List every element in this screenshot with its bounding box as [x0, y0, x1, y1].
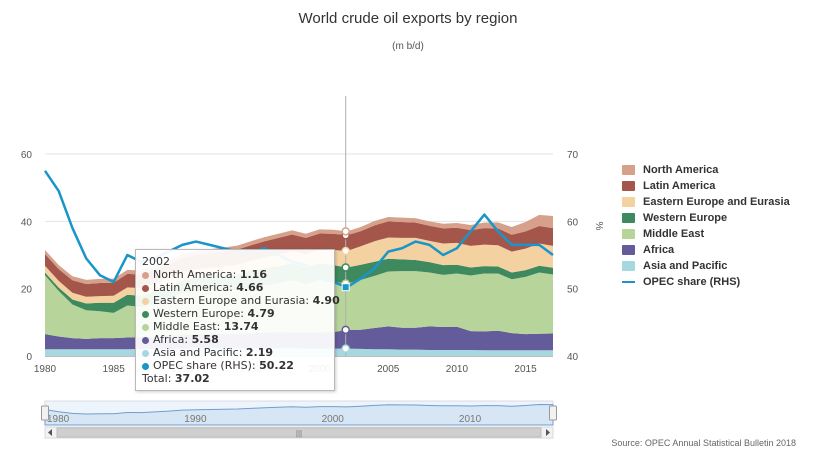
y-tick-label: 60 — [21, 150, 33, 161]
legend-item-africa[interactable]: Africa — [622, 242, 790, 258]
tooltip-row: Western Europe: 4.79 — [142, 307, 328, 320]
legend-item-latin-america[interactable]: Latin America — [622, 178, 790, 194]
x-tick-label: 1985 — [103, 364, 126, 375]
tooltip-value: 4.90 — [312, 294, 340, 307]
tooltip-row: OPEC share (RHS): 50.22 — [142, 359, 328, 372]
navigator-handle-left[interactable] — [41, 405, 49, 421]
legend-label: Western Europe — [643, 212, 728, 224]
y2-tick-label: 60 — [567, 217, 579, 228]
chart-subtitle: (m b/d) — [392, 41, 424, 52]
x-tick-label: 2005 — [377, 364, 400, 375]
tooltip-value: 4.79 — [247, 307, 275, 320]
legend-swatch — [622, 245, 635, 255]
hover-marker — [341, 227, 350, 236]
x-tick-label: 2015 — [514, 364, 537, 375]
scrollbar-grip-icon: ||| — [296, 429, 302, 438]
y-tick-label: 0 — [26, 352, 32, 363]
source-note: Source: OPEC Annual Statistical Bulletin… — [611, 438, 796, 448]
legend-swatch — [622, 165, 635, 175]
hover-marker — [341, 263, 350, 272]
legend-swatch — [622, 213, 635, 223]
navigator-tick-label: 1990 — [184, 414, 207, 425]
legend-swatch — [622, 181, 635, 191]
legend-label: Africa — [643, 244, 675, 256]
area-series-eastern-europe-and-eurasia — [45, 237, 553, 304]
legend-label: North America — [643, 164, 719, 176]
tooltip-row: Africa: 5.58 — [142, 333, 328, 346]
tooltip-dot — [142, 310, 149, 318]
hover-marker — [341, 325, 350, 335]
y2-axis-label: % — [593, 222, 604, 231]
tooltip-row: North America: 1.16 — [142, 268, 328, 281]
tooltip-row: Asia and Pacific: 2.19 — [142, 346, 328, 359]
legend-label: Eastern Europe and Eurasia — [643, 196, 790, 208]
tooltip-label: Africa: — [153, 333, 192, 346]
tooltip-value: 50.22 — [259, 359, 294, 372]
legend-swatch — [622, 197, 635, 207]
legend-item-eastern-europe[interactable]: Eastern Europe and Eurasia — [622, 194, 790, 210]
legend-item-middle-east[interactable]: Middle East — [622, 226, 790, 242]
legend-swatch — [622, 261, 635, 271]
tooltip-dot — [142, 271, 149, 279]
tooltip-dot — [142, 323, 149, 331]
scroll-right-arrow-icon[interactable] — [546, 429, 550, 436]
legend-item-opec-share[interactable]: OPEC share (RHS) — [622, 274, 790, 290]
tooltip-total-label: Total: — [142, 372, 175, 385]
area-series-latin-america — [45, 221, 553, 297]
tooltip-label: Latin America: — [153, 281, 237, 294]
tooltip-year: 2002 — [142, 255, 170, 268]
y2-tick-label: 70 — [567, 150, 579, 161]
x-tick-label: 2010 — [446, 364, 469, 375]
tooltip: 2002 North America: 1.16 Latin America: … — [135, 249, 340, 391]
hover-marker — [341, 344, 350, 353]
tooltip-label: Eastern Europe and Eurasia: — [153, 294, 313, 307]
chart-title: World crude oil exports by region — [298, 10, 518, 27]
navigator-series — [44, 404, 554, 426]
legend-item-asia-pacific[interactable]: Asia and Pacific — [622, 258, 790, 274]
tooltip-label: Western Europe: — [153, 307, 248, 320]
legend-label: Asia and Pacific — [643, 260, 728, 272]
tooltip-value: 5.58 — [191, 333, 219, 346]
navigator-handle-right[interactable] — [549, 405, 557, 421]
navigator-tick-label: 2010 — [459, 414, 482, 425]
tooltip-dot — [142, 297, 149, 305]
tooltip-label: OPEC share (RHS): — [153, 359, 260, 372]
legend-item-north-america[interactable]: North America — [622, 162, 790, 178]
tooltip-dot — [142, 349, 149, 357]
legend-swatch — [622, 229, 635, 239]
tooltip-dot — [142, 336, 149, 344]
hover-marker — [341, 246, 350, 256]
y-tick-label: 40 — [21, 217, 33, 228]
tooltip-value: 4.66 — [236, 281, 264, 294]
legend-line — [622, 281, 635, 283]
tooltip-value: 1.16 — [239, 268, 267, 281]
tooltip-total-value: 37.02 — [174, 372, 210, 385]
legend: North America Latin America Eastern Euro… — [622, 162, 790, 290]
legend-label: OPEC share (RHS) — [643, 276, 741, 288]
y2-tick-label: 40 — [567, 352, 579, 363]
tooltip-value: 2.19 — [245, 346, 274, 359]
tooltip-row: Latin America: 4.66 — [142, 281, 328, 294]
tooltip-label: North America: — [153, 268, 240, 281]
tooltip-row: Middle East: 13.74 — [142, 320, 328, 333]
tooltip-label: Asia and Pacific: — [153, 346, 246, 359]
y-tick-label: 20 — [21, 285, 33, 296]
navigator-tick-label: 1980 — [47, 414, 70, 425]
tooltip-row: Eastern Europe and Eurasia: 4.90 — [142, 294, 340, 307]
x-tick-label: 1980 — [34, 364, 57, 375]
tooltip-dot — [142, 284, 149, 292]
tooltip-dot — [142, 362, 149, 370]
legend-label: Latin America — [643, 180, 716, 192]
hover-marker-opec — [341, 283, 350, 292]
scrollbar-thumb[interactable] — [56, 427, 542, 438]
tooltip-value: 13.74 — [223, 320, 259, 333]
scroll-left-arrow-icon[interactable] — [48, 429, 52, 436]
legend-label: Middle East — [643, 228, 705, 240]
tooltip-total: Total: 37.02 — [142, 372, 328, 385]
navigator-tick-label: 2000 — [322, 414, 345, 425]
tooltip-label: Middle East: — [153, 320, 224, 333]
y2-tick-label: 50 — [567, 285, 579, 296]
legend-item-western-europe[interactable]: Western Europe — [622, 210, 790, 226]
